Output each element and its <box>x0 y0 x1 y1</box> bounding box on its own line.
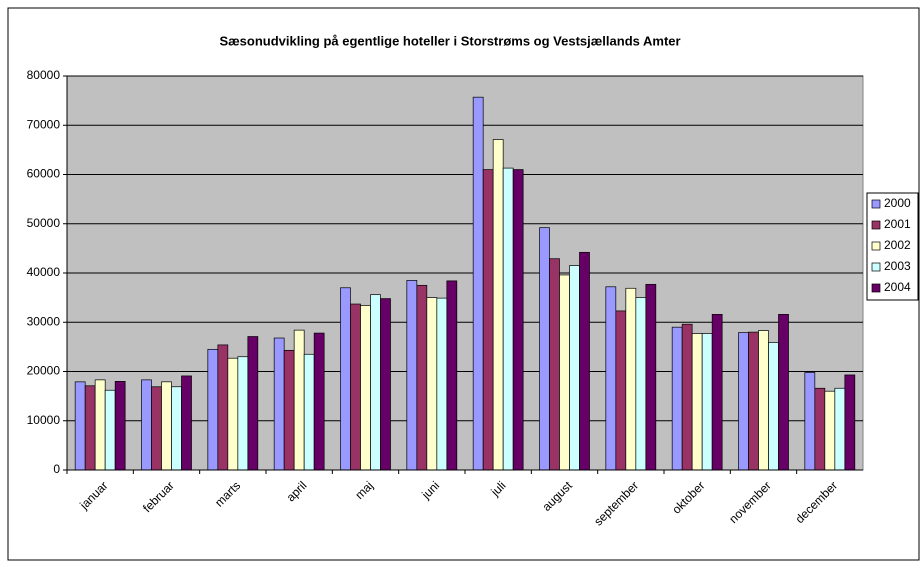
bar <box>313 332 325 471</box>
legend-label: 2004 <box>884 280 911 294</box>
bar <box>645 283 657 471</box>
bar <box>161 381 172 471</box>
y-tick-label: 10000 <box>27 413 61 427</box>
bar <box>472 96 484 471</box>
bar <box>141 379 152 471</box>
bar <box>84 385 96 471</box>
y-tick-label: 0 <box>53 462 60 476</box>
legend-swatch <box>871 220 881 230</box>
bar <box>171 386 182 471</box>
bar <box>426 297 438 471</box>
bar <box>283 349 295 471</box>
bar <box>114 381 126 471</box>
legend-swatch <box>871 262 881 272</box>
bar <box>446 280 458 471</box>
bar <box>844 374 856 471</box>
bar <box>227 357 239 471</box>
bar <box>502 167 514 471</box>
bar <box>181 375 192 471</box>
bar <box>834 387 846 471</box>
bar <box>350 303 361 471</box>
bar <box>711 314 723 471</box>
y-tick-label: 80000 <box>27 68 61 82</box>
chart-title: Sæsonudvikling på egentlige hoteller i S… <box>219 33 680 48</box>
bar <box>549 258 560 471</box>
bar <box>293 329 305 471</box>
legend-label: 2003 <box>884 259 911 273</box>
bar <box>605 286 617 471</box>
bar <box>748 331 759 471</box>
bar <box>151 386 162 471</box>
bar <box>701 333 713 471</box>
bar <box>492 139 504 471</box>
bar <box>406 280 418 471</box>
bar <box>579 251 590 471</box>
bar <box>360 305 371 471</box>
bar <box>615 310 627 471</box>
legend-label: 2000 <box>884 196 911 210</box>
legend-label: 2001 <box>884 217 911 231</box>
bar <box>625 287 637 471</box>
bar <box>768 342 779 471</box>
bar <box>380 298 391 471</box>
bar <box>370 294 381 471</box>
legend-swatch <box>871 241 881 251</box>
bar <box>207 348 219 471</box>
bar <box>512 169 524 471</box>
bar <box>340 287 351 471</box>
bar <box>569 265 580 471</box>
y-tick-label: 70000 <box>27 117 61 131</box>
y-tick-label: 20000 <box>27 364 61 378</box>
bar <box>303 353 315 471</box>
bar <box>804 372 816 471</box>
bar <box>681 323 693 471</box>
y-tick-label: 60000 <box>27 167 61 181</box>
bar <box>671 326 683 471</box>
bar <box>104 389 116 471</box>
bar <box>758 330 769 471</box>
bar <box>237 356 249 471</box>
bar <box>635 297 647 471</box>
bar <box>94 379 106 471</box>
legend-swatch <box>871 199 881 209</box>
bar <box>738 332 749 471</box>
bar <box>273 337 285 471</box>
bar <box>559 274 570 471</box>
bar <box>814 387 826 471</box>
bar <box>691 333 703 471</box>
bar <box>74 381 86 471</box>
bar <box>247 336 259 471</box>
y-tick-label: 40000 <box>27 265 61 279</box>
y-tick-label: 50000 <box>27 216 61 230</box>
bar <box>482 169 494 471</box>
bar <box>824 390 836 471</box>
bar <box>436 297 448 471</box>
legend-label: 2002 <box>884 238 911 252</box>
bar <box>778 314 789 471</box>
bar <box>416 284 428 471</box>
bar <box>539 227 550 471</box>
bar <box>217 344 229 471</box>
y-tick-label: 30000 <box>27 314 61 328</box>
legend-swatch <box>871 283 881 293</box>
